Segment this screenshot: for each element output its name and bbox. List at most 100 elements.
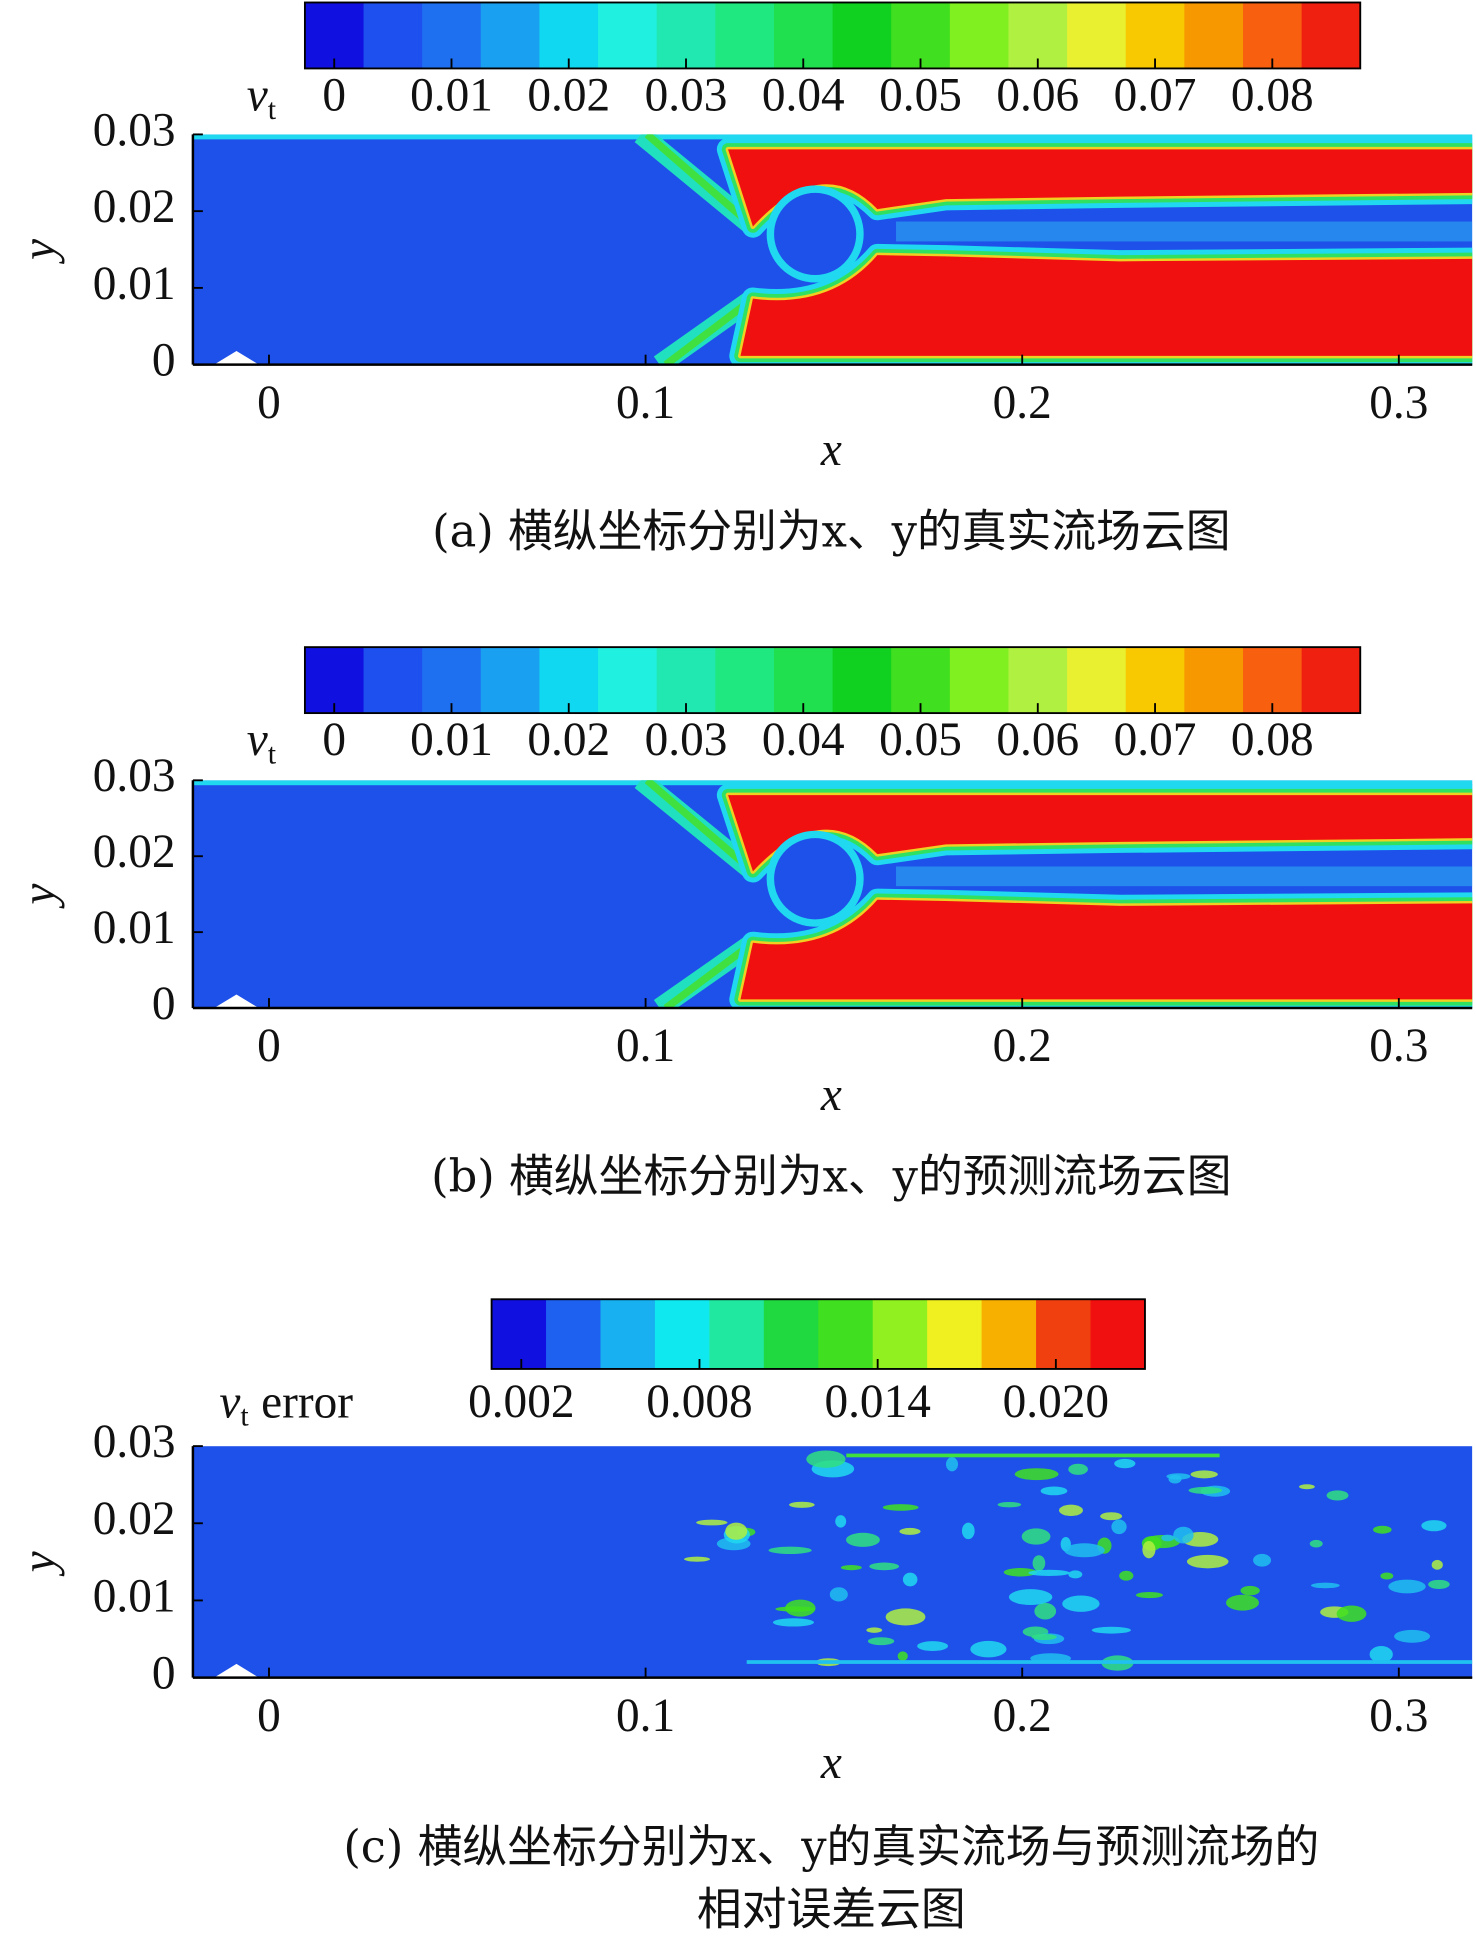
caption: (a) 横纵坐标分别为x、y的真实流场云图 bbox=[432, 505, 1230, 558]
error-blob bbox=[1369, 1646, 1393, 1663]
error-blob bbox=[1309, 1539, 1323, 1548]
error-blob bbox=[1388, 1579, 1426, 1594]
hot-region bbox=[728, 795, 1473, 872]
colorbar-band bbox=[891, 647, 951, 714]
error-blob bbox=[1034, 1602, 1057, 1620]
caption: (b) 横纵坐标分别为x、y的预测流场云图 bbox=[431, 1149, 1231, 1202]
error-blob bbox=[1336, 1605, 1367, 1622]
error-blob bbox=[1394, 1629, 1431, 1643]
error-blob bbox=[835, 1515, 847, 1528]
y-tick-label: 0.03 bbox=[93, 1416, 176, 1468]
error-blob bbox=[1190, 1470, 1218, 1479]
core-circle bbox=[766, 830, 864, 927]
label-subscript: t bbox=[268, 93, 277, 126]
error-blob bbox=[1240, 1585, 1260, 1596]
error-blob bbox=[840, 1564, 862, 1571]
error-blob bbox=[1188, 1486, 1223, 1494]
error-blob bbox=[1031, 1633, 1057, 1641]
error-blob bbox=[789, 1501, 815, 1508]
colorbar-band bbox=[1036, 1299, 1092, 1369]
colorbar-band bbox=[763, 1299, 819, 1369]
colorbar-tick-label: 0.01 bbox=[410, 69, 493, 121]
label-subscript: t bbox=[268, 738, 277, 771]
error-blob bbox=[1008, 1589, 1053, 1606]
error-blob bbox=[1119, 1570, 1134, 1581]
error-blob bbox=[869, 1562, 900, 1571]
colorbar-band bbox=[773, 2, 834, 69]
error-blob bbox=[1111, 1519, 1127, 1535]
field bbox=[192, 134, 1473, 365]
colorbar-tick-label: 0.01 bbox=[410, 714, 493, 766]
caption: 相对误差云图 bbox=[697, 1882, 966, 1935]
error-blob bbox=[1003, 1568, 1038, 1577]
colorbar-band bbox=[422, 2, 482, 69]
colorbar-tick-label: 0.03 bbox=[645, 714, 728, 766]
x-tick-label: 0.1 bbox=[616, 1020, 675, 1072]
label-symbol: v bbox=[247, 69, 268, 121]
error-blob bbox=[1068, 1570, 1083, 1579]
error-blob bbox=[970, 1640, 1007, 1658]
error-blob bbox=[1032, 1555, 1046, 1572]
x-tick-label: 0.2 bbox=[993, 1020, 1052, 1072]
wall-bump bbox=[214, 1663, 259, 1678]
colorbar-band bbox=[1184, 2, 1244, 69]
error-blob bbox=[1028, 1569, 1070, 1577]
error-blob bbox=[768, 1546, 812, 1554]
error-blob bbox=[1142, 1541, 1156, 1559]
x-axis-label: x bbox=[820, 1069, 842, 1121]
core-circle bbox=[766, 185, 864, 283]
colorbar-band bbox=[539, 2, 599, 69]
error-blob bbox=[1014, 1468, 1059, 1481]
colorbar-band bbox=[1090, 1299, 1146, 1369]
error-blob bbox=[1173, 1526, 1194, 1544]
y-tick-label: 0.02 bbox=[93, 826, 176, 878]
shock-core bbox=[644, 780, 756, 1009]
shock-core bbox=[644, 134, 756, 365]
colorbar-band bbox=[1301, 2, 1361, 69]
colorbar-tick-label: 0.008 bbox=[646, 1376, 752, 1428]
core-strip bbox=[896, 221, 1473, 242]
wall-layer bbox=[192, 134, 1473, 140]
error-blob bbox=[1380, 1572, 1394, 1580]
colorbar-band bbox=[304, 2, 365, 69]
colorbar-band bbox=[539, 647, 599, 714]
error-blob bbox=[997, 1501, 1022, 1508]
colorbar-band bbox=[598, 647, 658, 714]
colorbar-label: vt bbox=[247, 69, 277, 125]
y-tick-label: 0.01 bbox=[93, 902, 176, 954]
error-blob bbox=[696, 1519, 728, 1526]
colorbar-tick-label: 0.02 bbox=[527, 69, 610, 121]
colorbar-label: vt bbox=[247, 714, 277, 770]
error-blob bbox=[1326, 1490, 1349, 1501]
error-blob bbox=[1114, 1458, 1136, 1469]
fringe-inner bbox=[725, 146, 1473, 229]
error-blob bbox=[1100, 1512, 1123, 1521]
label-text: error bbox=[261, 1376, 353, 1428]
error-blob bbox=[1021, 1528, 1051, 1545]
x-tick-label: 0 bbox=[257, 377, 281, 429]
colorbar-tick-label: 0.08 bbox=[1231, 69, 1314, 121]
colorbar-tick-label: 0 bbox=[322, 714, 346, 766]
colorbar-tick-label: 0.020 bbox=[1003, 1376, 1109, 1428]
colorbar-tick-label: 0.06 bbox=[996, 69, 1079, 121]
y-axis-label: y bbox=[13, 238, 65, 264]
error-blob bbox=[785, 1599, 816, 1617]
y-tick-label: 0.01 bbox=[93, 258, 176, 310]
field-shapes bbox=[192, 780, 1473, 1009]
error-blob bbox=[917, 1641, 949, 1652]
colorbar-band bbox=[709, 1299, 765, 1369]
core-strip bbox=[896, 866, 1473, 887]
panel: 0 0.01 0.02 0.03 0.04 0.05 0.06 0.07 0.08 vt 0 0.1 0… bbox=[13, 1, 1473, 558]
x-tick-label: 0 bbox=[257, 1690, 281, 1742]
colorbar-label: vt error bbox=[219, 1376, 353, 1432]
colorbar-tick-label: 0.07 bbox=[1114, 69, 1197, 121]
colorbar-tick-label: 0.014 bbox=[824, 1376, 930, 1428]
hot-region bbox=[740, 255, 1473, 356]
error-blob bbox=[885, 1608, 926, 1626]
error-blob bbox=[1062, 1595, 1100, 1612]
y-tick-label: 0.01 bbox=[93, 1570, 176, 1622]
error-blob bbox=[1431, 1559, 1443, 1570]
colorbar-band bbox=[1242, 647, 1303, 714]
colorbar-tick-label: 0.04 bbox=[762, 69, 845, 121]
y-tick-label: 0 bbox=[152, 1647, 176, 1699]
